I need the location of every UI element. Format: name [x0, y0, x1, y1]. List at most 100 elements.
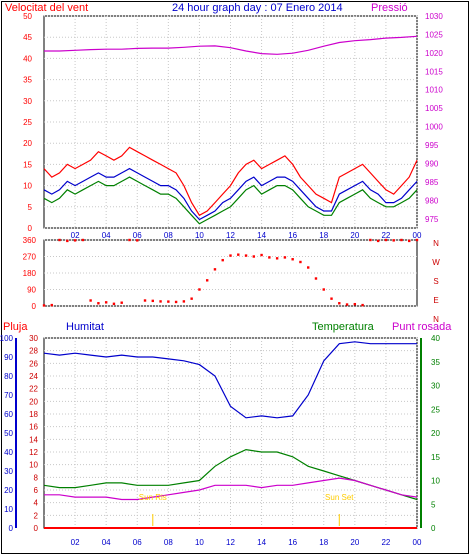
- rain-label: Pluja: [3, 321, 28, 333]
- x-tick-label: 14: [257, 538, 266, 547]
- direction-point: [221, 258, 224, 262]
- direction-point: [66, 239, 69, 243]
- wind-tick-label: 50: [23, 12, 32, 21]
- direction-point: [299, 260, 302, 264]
- wind-tick-label: 30: [23, 97, 32, 106]
- direction-point: [174, 300, 178, 304]
- compass-label: W: [432, 258, 440, 267]
- pressure-tick-label: 975: [425, 215, 439, 224]
- humidity-tick-label: 10: [4, 505, 13, 514]
- temperature-label: Temperatura: [312, 321, 375, 333]
- rain-tick-label: 8: [34, 473, 39, 482]
- wind-tick-label: 35: [23, 76, 32, 85]
- series-temperature: [43, 448, 418, 501]
- humidity-tick-label: 70: [4, 391, 13, 400]
- series-speed: [43, 176, 418, 225]
- series-dewpoint: [44, 477, 418, 501]
- x-tick-label: 20: [350, 538, 359, 547]
- direction-point: [136, 239, 139, 242]
- pressure-tick-label: 990: [425, 159, 439, 168]
- wind-tick-label: 0: [28, 224, 33, 233]
- humidity-tick-label: 0: [9, 524, 14, 533]
- series-gust: [43, 146, 418, 217]
- direction-tick-label: 0: [32, 302, 37, 311]
- humidity-tick-label: 50: [4, 429, 13, 438]
- rain-tick-label: 0: [34, 524, 39, 533]
- wind-tick-label: 25: [23, 118, 32, 127]
- x-tick-label: 02: [71, 538, 80, 547]
- direction-point: [314, 277, 318, 280]
- direction-point: [322, 288, 325, 291]
- direction-point: [159, 300, 162, 303]
- x-tick-label: 08: [164, 538, 173, 547]
- temperature-tick-label: 25: [431, 405, 440, 414]
- direction-tick-label: 360: [23, 236, 37, 245]
- direction-point: [229, 254, 232, 257]
- direction-point: [237, 253, 240, 256]
- x-tick-label: 12: [226, 231, 235, 240]
- x-tick-label: 20: [350, 231, 359, 240]
- direction-point: [73, 239, 77, 242]
- rain-tick-label: 30: [29, 334, 38, 343]
- wind-speed-label: Velocitat del vent: [5, 2, 88, 14]
- direction-point: [415, 238, 419, 242]
- direction-point: [182, 300, 186, 303]
- series-avg: [43, 167, 418, 221]
- x-tick-label: 04: [102, 231, 111, 240]
- page-title: 24 hour graph day : 07 Enero 2014: [172, 2, 343, 14]
- grid-lines: [44, 15, 418, 529]
- temperature-tick-label: 10: [431, 477, 440, 486]
- direction-point: [353, 302, 357, 306]
- series-lines: [42, 35, 419, 529]
- rain-tick-label: 6: [34, 486, 39, 495]
- direction-tick-label: 180: [23, 269, 37, 278]
- pressure-tick-label: 1025: [425, 30, 443, 39]
- x-tick-label: 10: [195, 538, 204, 547]
- wind-tick-label: 45: [23, 33, 32, 42]
- direction-point: [128, 238, 131, 242]
- temperature-tick-label: 35: [431, 358, 440, 367]
- x-tick-label: 00: [413, 231, 422, 240]
- rain-tick-label: 28: [29, 347, 38, 356]
- rain-tick-label: 4: [34, 499, 39, 508]
- direction-tick-label: 270: [23, 253, 37, 262]
- wind-tick-label: 5: [28, 203, 33, 212]
- annotations: Sun Ris Sun Set: [15, 338, 422, 528]
- direction-point: [392, 239, 395, 242]
- rain-tick-label: 22: [29, 385, 38, 394]
- rain-tick-label: 20: [29, 397, 38, 406]
- humidity-tick-label: 20: [4, 486, 13, 495]
- direction-point: [205, 279, 209, 282]
- x-tick-label: 12: [226, 538, 235, 547]
- x-tick-label: 10: [195, 231, 204, 240]
- direction-point: [97, 302, 100, 305]
- direction-point: [81, 238, 85, 242]
- direction-point: [120, 301, 123, 304]
- series-pressure: [44, 35, 418, 55]
- rain-tick-label: 16: [29, 423, 38, 432]
- pressure-tick-label: 985: [425, 178, 439, 187]
- direction-point: [376, 239, 380, 243]
- humidity-tick-label: 40: [4, 448, 13, 457]
- x-tick-label: 00: [413, 538, 422, 547]
- pressure-tick-label: 995: [425, 141, 439, 150]
- direction-point: [384, 238, 388, 242]
- tick-labels: 0510152025303540455097598098599099510001…: [0, 12, 443, 547]
- humidity-tick-label: 80: [4, 372, 13, 381]
- direction-point: [400, 238, 403, 242]
- direction-point: [330, 297, 333, 300]
- sun-label: Sun Set: [325, 493, 354, 502]
- direction-point: [345, 303, 349, 306]
- direction-point: [50, 303, 53, 307]
- x-tick-label: 18: [319, 231, 328, 240]
- humidity-tick-label: 30: [4, 467, 13, 476]
- x-tick-label: 08: [164, 231, 173, 240]
- direction-point: [104, 301, 108, 304]
- direction-point: [291, 258, 294, 261]
- x-tick-label: 02: [71, 231, 80, 240]
- compass-label: N: [433, 239, 439, 248]
- wind-tick-label: 40: [23, 54, 32, 63]
- rain-tick-label: 26: [29, 359, 38, 368]
